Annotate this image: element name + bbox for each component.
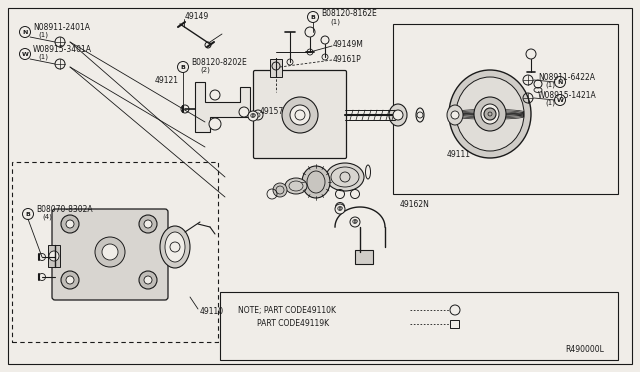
Text: N: N <box>22 29 28 35</box>
Ellipse shape <box>160 226 190 268</box>
Text: W: W <box>22 51 28 57</box>
Text: 49121: 49121 <box>155 76 179 84</box>
Text: @: @ <box>352 219 358 224</box>
Circle shape <box>290 105 310 125</box>
Text: PART CODE49119K: PART CODE49119K <box>257 320 329 328</box>
Text: NOTE; PART CODE49110K: NOTE; PART CODE49110K <box>238 305 336 314</box>
Text: 49149M: 49149M <box>333 39 364 48</box>
Circle shape <box>66 220 74 228</box>
Text: N08911-2401A: N08911-2401A <box>33 22 90 32</box>
Circle shape <box>95 237 125 267</box>
Ellipse shape <box>474 97 506 131</box>
Circle shape <box>350 217 360 227</box>
Circle shape <box>19 26 31 38</box>
Circle shape <box>139 215 157 233</box>
Bar <box>393 24 618 194</box>
Text: @: @ <box>250 113 256 119</box>
Text: @: @ <box>337 206 343 212</box>
Circle shape <box>554 94 566 106</box>
FancyBboxPatch shape <box>253 71 346 158</box>
Circle shape <box>273 183 287 197</box>
Circle shape <box>209 118 221 130</box>
Text: 49111: 49111 <box>447 150 471 158</box>
Bar <box>355 250 373 264</box>
Ellipse shape <box>165 232 185 262</box>
Ellipse shape <box>389 104 407 126</box>
Text: N: N <box>557 80 563 84</box>
Circle shape <box>19 48 31 60</box>
Circle shape <box>282 97 318 133</box>
Text: B08120-8162E: B08120-8162E <box>321 9 377 17</box>
Text: W: W <box>557 97 563 103</box>
Text: B08070-8302A: B08070-8302A <box>36 205 93 214</box>
Text: 49110: 49110 <box>200 308 224 317</box>
Circle shape <box>144 220 152 228</box>
Circle shape <box>484 108 496 120</box>
Text: (4): (4) <box>42 214 52 220</box>
Ellipse shape <box>326 163 364 191</box>
Text: (1): (1) <box>330 19 340 25</box>
Bar <box>48 245 60 267</box>
Text: R490000L: R490000L <box>565 345 604 354</box>
Circle shape <box>210 90 220 100</box>
Circle shape <box>307 12 319 22</box>
Text: B: B <box>26 212 31 217</box>
Circle shape <box>239 107 249 117</box>
Bar <box>12 162 218 342</box>
Polygon shape <box>195 82 250 132</box>
Ellipse shape <box>449 70 531 158</box>
Circle shape <box>177 61 189 73</box>
Circle shape <box>66 276 74 284</box>
Text: 49162N: 49162N <box>400 199 430 208</box>
Bar <box>450 320 459 328</box>
Circle shape <box>451 111 459 119</box>
Ellipse shape <box>456 77 524 151</box>
Ellipse shape <box>285 178 307 194</box>
Ellipse shape <box>447 105 463 125</box>
Text: 49157: 49157 <box>260 106 284 115</box>
Circle shape <box>450 305 460 315</box>
Circle shape <box>61 271 79 289</box>
Text: 49161P: 49161P <box>333 55 362 64</box>
Text: N08911-6422A: N08911-6422A <box>538 73 595 81</box>
Circle shape <box>144 276 152 284</box>
Circle shape <box>248 111 258 121</box>
Text: (2): (2) <box>200 67 210 73</box>
Bar <box>220 292 618 360</box>
Circle shape <box>49 251 59 261</box>
Circle shape <box>335 204 345 214</box>
Text: B: B <box>180 64 186 70</box>
Ellipse shape <box>481 104 499 124</box>
Circle shape <box>139 271 157 289</box>
Circle shape <box>393 110 403 120</box>
FancyBboxPatch shape <box>52 209 168 300</box>
Bar <box>270 59 282 77</box>
Circle shape <box>102 244 118 260</box>
Circle shape <box>61 215 79 233</box>
Text: (1): (1) <box>38 32 48 38</box>
Text: B08120-8202E: B08120-8202E <box>191 58 247 67</box>
Text: W08915-1421A: W08915-1421A <box>538 90 596 99</box>
Text: W08915-3401A: W08915-3401A <box>33 45 92 54</box>
Circle shape <box>22 208 33 219</box>
Text: (1): (1) <box>545 82 555 88</box>
Ellipse shape <box>302 166 330 198</box>
Text: 49149: 49149 <box>185 12 209 20</box>
Text: B: B <box>310 15 316 19</box>
Text: (1): (1) <box>38 54 48 60</box>
Circle shape <box>554 77 566 87</box>
Text: (1): (1) <box>545 100 555 106</box>
